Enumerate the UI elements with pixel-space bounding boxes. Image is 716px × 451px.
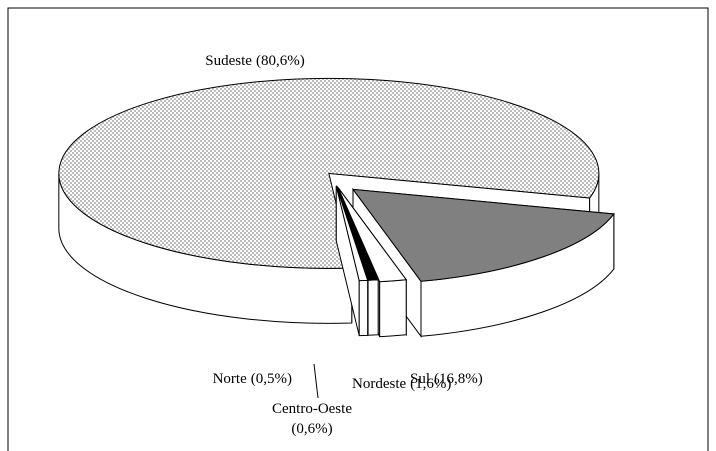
slice-top [337,187,408,283]
value-label: (80,6%) [256,53,305,69]
value-label: (0,6%) [291,421,332,437]
slice [335,185,369,337]
slice-top [58,77,600,269]
category-label: Sul [410,371,430,387]
slice-top [351,188,615,282]
category-label: Sudeste [205,53,252,69]
value-label: (16,8%) [434,371,483,387]
category-label: Centro-Oeste [272,401,352,417]
data-label: Sudeste (80,6%) [205,53,304,69]
slice-wall [358,279,369,337]
leader-line [313,363,319,399]
category-label: Nordeste [352,376,406,392]
data-label: Sul (16,8%) [410,371,483,387]
slice-wall [379,279,407,338]
value-label: (1,6%) [410,376,451,392]
data-label: Norte (0,5%) [213,371,292,387]
value-label: (0,5%) [251,371,292,387]
slice-wall [367,279,379,336]
category-label: Norte [213,371,247,387]
data-label: Centro-Oeste (0,6%) [272,401,352,437]
slice-top [335,185,369,282]
data-label: Nordeste (1,6%) [352,376,451,392]
frame [7,7,709,451]
